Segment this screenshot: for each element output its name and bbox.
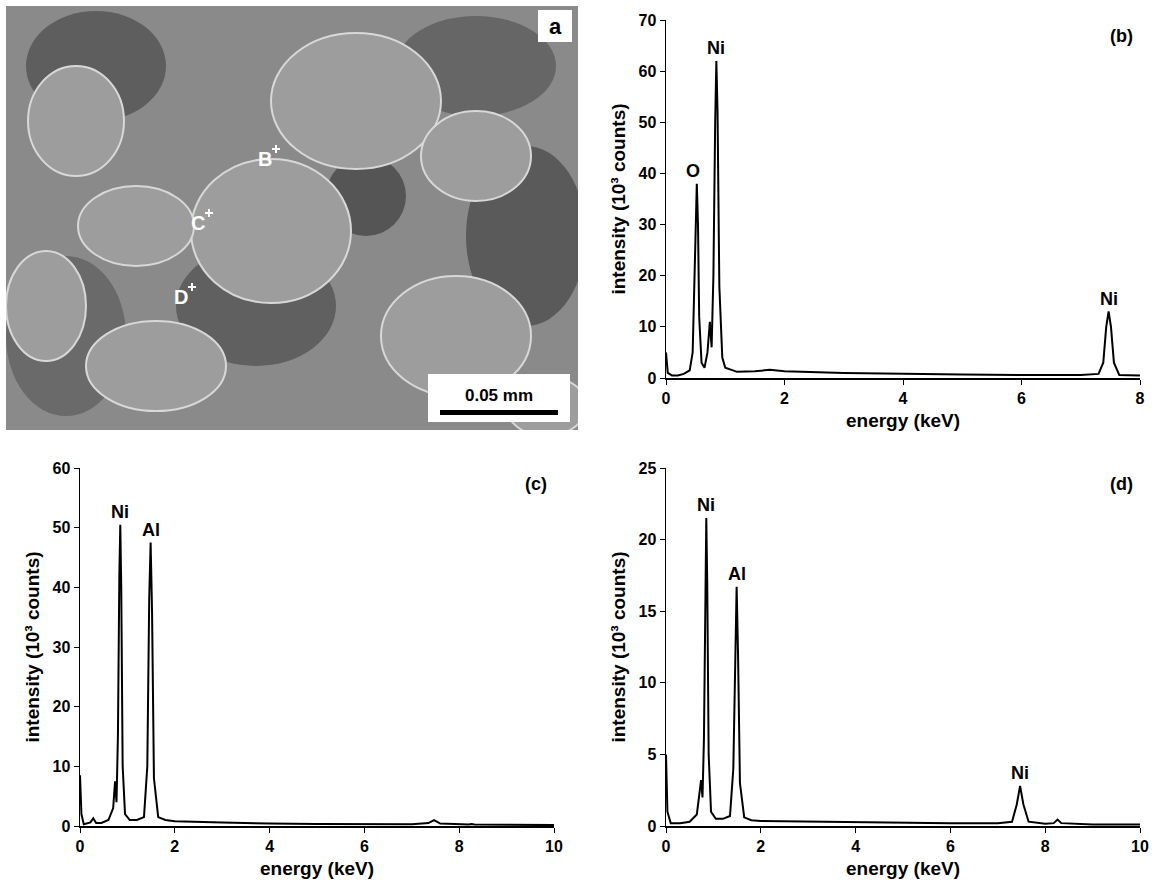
svg-text:50: 50	[53, 519, 71, 536]
svg-text:2: 2	[170, 838, 179, 855]
svg-text:8: 8	[1041, 838, 1050, 855]
svg-text:0.05 mm: 0.05 mm	[465, 386, 533, 405]
svg-text:energy (keV): energy (keV)	[846, 410, 960, 431]
svg-text:10: 10	[1131, 838, 1149, 855]
svg-text:Al: Al	[142, 520, 160, 540]
svg-text:Ni: Ni	[697, 495, 715, 515]
svg-text:5: 5	[647, 746, 656, 763]
svg-text:4: 4	[899, 390, 908, 407]
svg-text:energy (keV): energy (keV)	[260, 858, 374, 879]
svg-text:10: 10	[53, 758, 71, 775]
svg-text:8: 8	[455, 838, 464, 855]
svg-text:70: 70	[639, 12, 657, 29]
svg-text:Ni: Ni	[707, 38, 725, 58]
svg-text:(b): (b)	[1110, 26, 1133, 46]
svg-text:20: 20	[53, 698, 71, 715]
svg-text:C: C	[191, 212, 205, 234]
svg-text:B: B	[258, 148, 272, 170]
svg-text:0: 0	[647, 818, 656, 835]
svg-text:intensity (10³ counts): intensity (10³ counts)	[608, 551, 629, 742]
svg-text:4: 4	[851, 838, 860, 855]
svg-text:20: 20	[639, 267, 657, 284]
svg-text:0: 0	[76, 838, 85, 855]
svg-text:2: 2	[756, 838, 765, 855]
svg-text:25: 25	[639, 460, 657, 477]
svg-text:O: O	[686, 161, 700, 181]
svg-text:a: a	[549, 14, 562, 39]
svg-text:4: 4	[265, 838, 274, 855]
svg-text:0: 0	[662, 838, 671, 855]
svg-text:Ni: Ni	[1011, 763, 1029, 783]
svg-text:10: 10	[639, 318, 657, 335]
svg-text:6: 6	[1017, 390, 1026, 407]
svg-text:6: 6	[360, 838, 369, 855]
svg-text:Al: Al	[728, 564, 746, 584]
svg-text:60: 60	[639, 63, 657, 80]
svg-text:D: D	[174, 286, 188, 308]
svg-text:50: 50	[639, 114, 657, 131]
svg-text:(c): (c)	[525, 474, 547, 494]
svg-text:intensity (10³ counts): intensity (10³ counts)	[22, 551, 43, 742]
svg-text:0: 0	[647, 370, 656, 387]
svg-text:40: 40	[639, 165, 657, 182]
svg-text:20: 20	[639, 531, 657, 548]
svg-text:0: 0	[662, 390, 671, 407]
svg-text:Ni: Ni	[111, 502, 129, 522]
svg-text:8: 8	[1136, 390, 1145, 407]
svg-text:10: 10	[639, 674, 657, 691]
svg-text:10: 10	[545, 838, 563, 855]
svg-text:(d): (d)	[1110, 474, 1133, 494]
svg-text:energy (keV): energy (keV)	[846, 858, 960, 879]
svg-text:intensity (10³ counts): intensity (10³ counts)	[608, 103, 629, 294]
svg-text:60: 60	[53, 460, 71, 477]
svg-text:2: 2	[780, 390, 789, 407]
svg-text:40: 40	[53, 579, 71, 596]
svg-text:15: 15	[639, 603, 657, 620]
svg-text:0: 0	[61, 818, 70, 835]
svg-text:Ni: Ni	[1100, 289, 1118, 309]
svg-text:30: 30	[639, 216, 657, 233]
svg-text:30: 30	[53, 639, 71, 656]
svg-text:6: 6	[946, 838, 955, 855]
